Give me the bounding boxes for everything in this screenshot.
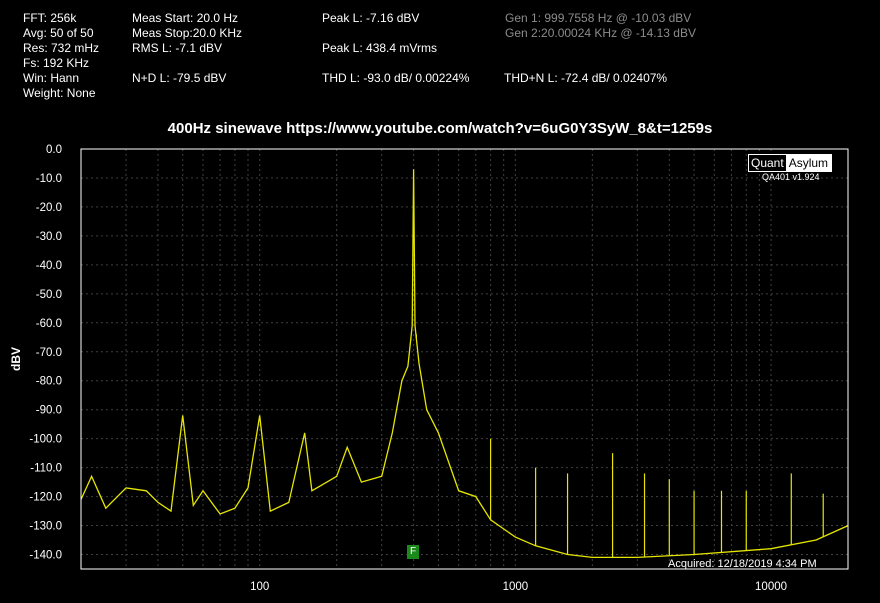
plot-frame — [80, 148, 849, 570]
thdn-value: THD+N L: -72.4 dB/ 0.02407% — [504, 71, 668, 85]
y-tick-label: -60.0 — [36, 318, 62, 330]
logo-part-quant: Quant — [749, 155, 786, 171]
x-tick-labels: 100 1000 10000 — [250, 581, 787, 593]
chart-title: 400Hz sinewave https://www.youtube.com/w… — [167, 120, 713, 137]
noise-distortion: N+D L: -79.5 dBV — [132, 71, 227, 85]
y-tick-label: -10.0 — [36, 173, 62, 185]
avg-count: Avg: 50 of 50 — [23, 26, 94, 40]
y-tick-label: -140.0 — [29, 550, 62, 562]
y-tick-label: -120.0 — [29, 492, 62, 504]
generator-2: Gen 2:20.00024 KHz @ -14.13 dBV — [505, 26, 696, 40]
grid-lines — [81, 149, 848, 569]
x-tick-label: 10000 — [755, 581, 787, 593]
fundamental-marker[interactable]: F — [407, 545, 419, 559]
peak-level-dbv: Peak L: -7.16 dBV — [322, 11, 420, 25]
x-tick-label: 100 — [250, 581, 269, 593]
y-tick-label: -130.0 — [29, 521, 62, 533]
sample-rate: Fs: 192 KHz — [23, 56, 90, 70]
generator-1: Gen 1: 999.7558 Hz @ -10.03 dBV — [505, 11, 692, 25]
logo-part-asylum: Asylum — [785, 155, 832, 171]
software-version: QA401 v1.924 — [762, 172, 820, 182]
meas-start: Meas Start: 20.0 Hz — [132, 11, 239, 25]
rms-level: RMS L: -7.1 dBV — [132, 41, 223, 55]
y-tick-label: -20.0 — [36, 202, 62, 214]
thd-value: THD L: -93.0 dB/ 0.00224% — [322, 71, 470, 85]
y-tick-label: 0.0 — [46, 144, 62, 156]
acquired-timestamp: Acquired: 12/18/2019 4:34 PM — [668, 558, 817, 570]
x-tick-label: 1000 — [503, 581, 529, 593]
y-tick-label: -90.0 — [36, 405, 62, 417]
fft-size: FFT: 256k — [23, 11, 77, 25]
y-tick-label: -30.0 — [36, 231, 62, 243]
weighting: Weight: None — [23, 86, 96, 100]
resolution: Res: 732 mHz — [23, 41, 100, 55]
window-type: Win: Hann — [23, 71, 80, 85]
spectrum-trace — [80, 169, 849, 559]
peak-level-mv: Peak L: 438.4 mVrms — [322, 41, 437, 55]
y-tick-label: -110.0 — [30, 463, 62, 475]
y-tick-label: -100.0 — [29, 434, 62, 446]
quantasylum-logo: Quant Asylum — [748, 154, 833, 172]
meas-stop: Meas Stop:20.0 KHz — [132, 26, 243, 40]
y-tick-labels: 0.0 -10.0 -20.0 -30.0 -40.0 -50.0 -60.0 -70.0 -8… — [29, 144, 62, 562]
y-tick-label: -70.0 — [36, 347, 62, 359]
y-tick-label: -40.0 — [36, 260, 62, 272]
y-tick-label: -50.0 — [36, 289, 62, 301]
y-tick-label: -80.0 — [36, 376, 62, 388]
spectrum-line — [80, 169, 849, 559]
